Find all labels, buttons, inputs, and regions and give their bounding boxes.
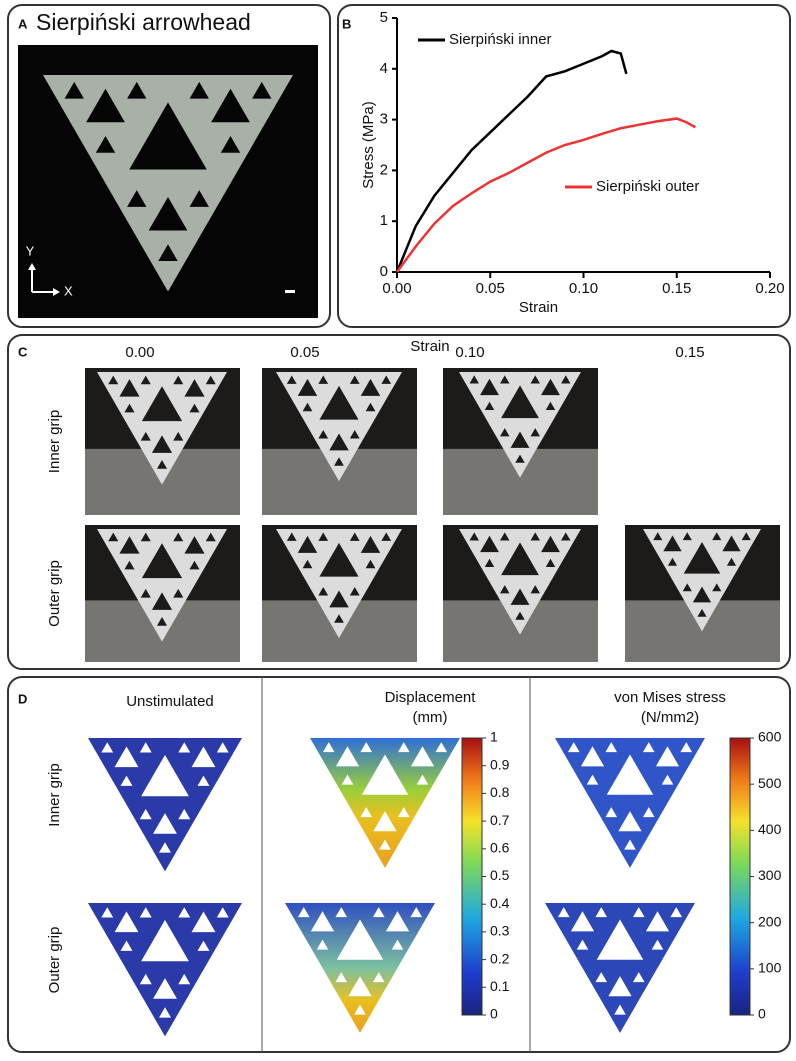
row-label: Outer grip bbox=[46, 560, 63, 627]
colorbar-tick-label: 0.6 bbox=[490, 840, 510, 856]
colorbar bbox=[462, 738, 482, 1015]
y-tick-label: 2 bbox=[380, 161, 388, 178]
colorbar-tick-label: 300 bbox=[758, 867, 782, 883]
colorbar-tick-label: 0.3 bbox=[490, 923, 510, 939]
row-label: Inner grip bbox=[46, 763, 63, 826]
column-title: Unstimulated bbox=[126, 693, 214, 710]
axis-y: Y bbox=[26, 243, 35, 258]
y-tick-label: 5 bbox=[380, 9, 388, 26]
legend-label: Sierpiński outer bbox=[596, 178, 699, 195]
column-title: (N/mm2) bbox=[641, 709, 699, 726]
strain-label: 0.10 bbox=[455, 344, 484, 361]
row-label: Inner grip bbox=[46, 410, 63, 473]
colorbar bbox=[730, 738, 750, 1015]
series-line bbox=[397, 51, 626, 272]
colorbar-tick-label: 1 bbox=[490, 729, 498, 745]
y-tick-label: 0 bbox=[380, 263, 388, 280]
colorbar-tick-label: 500 bbox=[758, 775, 782, 791]
x-axis-label: Strain bbox=[519, 299, 558, 316]
colorbar-tick-label: 0.4 bbox=[490, 895, 510, 911]
colorbar-tick-label: 0.7 bbox=[490, 812, 510, 828]
x-tick-label: 0.00 bbox=[382, 280, 411, 297]
figure: A Sierpiński arrowhead B C Strain D Y X … bbox=[0, 0, 796, 1056]
colorbar-tick-label: 0.8 bbox=[490, 784, 510, 800]
row-label: Outer grip bbox=[46, 927, 63, 994]
colorbar-tick-label: 200 bbox=[758, 913, 782, 929]
column-title: von Mises stress bbox=[614, 689, 726, 706]
x-tick-label: 0.20 bbox=[755, 280, 784, 297]
x-tick-label: 0.10 bbox=[569, 280, 598, 297]
axis-x: X bbox=[64, 283, 73, 298]
series-line bbox=[397, 119, 695, 272]
column-title: (mm) bbox=[413, 709, 448, 726]
colorbar-tick-label: 0.1 bbox=[490, 978, 510, 994]
panel-label: A bbox=[18, 16, 28, 31]
colorbar-tick-label: 100 bbox=[758, 960, 782, 976]
y-tick-label: 3 bbox=[380, 111, 388, 128]
panel-d-frame bbox=[8, 677, 790, 1052]
panel-label: C bbox=[18, 344, 28, 359]
panel-label: D bbox=[18, 691, 27, 706]
panel-label: B bbox=[342, 16, 351, 31]
legend-label: Sierpiński inner bbox=[449, 31, 552, 48]
colorbar-tick-label: 0 bbox=[490, 1006, 498, 1022]
colorbar-tick-label: 0.5 bbox=[490, 867, 510, 883]
colorbar-tick-label: 0.9 bbox=[490, 756, 510, 772]
colorbar-tick-label: 0.2 bbox=[490, 950, 510, 966]
colorbar-tick-label: 600 bbox=[758, 729, 782, 745]
strain-label: 0.15 bbox=[675, 344, 704, 361]
strain-title: Strain bbox=[410, 338, 449, 355]
y-axis-label: Stress (MPa) bbox=[360, 101, 377, 189]
x-tick-label: 0.05 bbox=[476, 280, 505, 297]
panel-b-frame bbox=[338, 5, 790, 327]
scale-bar bbox=[285, 290, 295, 293]
colorbar-tick-label: 400 bbox=[758, 821, 782, 837]
column-title: Displacement bbox=[385, 689, 477, 706]
strain-label: 0.05 bbox=[290, 344, 319, 361]
y-tick-label: 4 bbox=[380, 60, 388, 77]
strain-label: 0.00 bbox=[125, 344, 154, 361]
colorbar-tick-label: 0 bbox=[758, 1006, 766, 1022]
x-tick-label: 0.15 bbox=[662, 280, 691, 297]
panel-title: Sierpiński arrowhead bbox=[36, 9, 251, 35]
y-tick-label: 1 bbox=[380, 212, 388, 229]
